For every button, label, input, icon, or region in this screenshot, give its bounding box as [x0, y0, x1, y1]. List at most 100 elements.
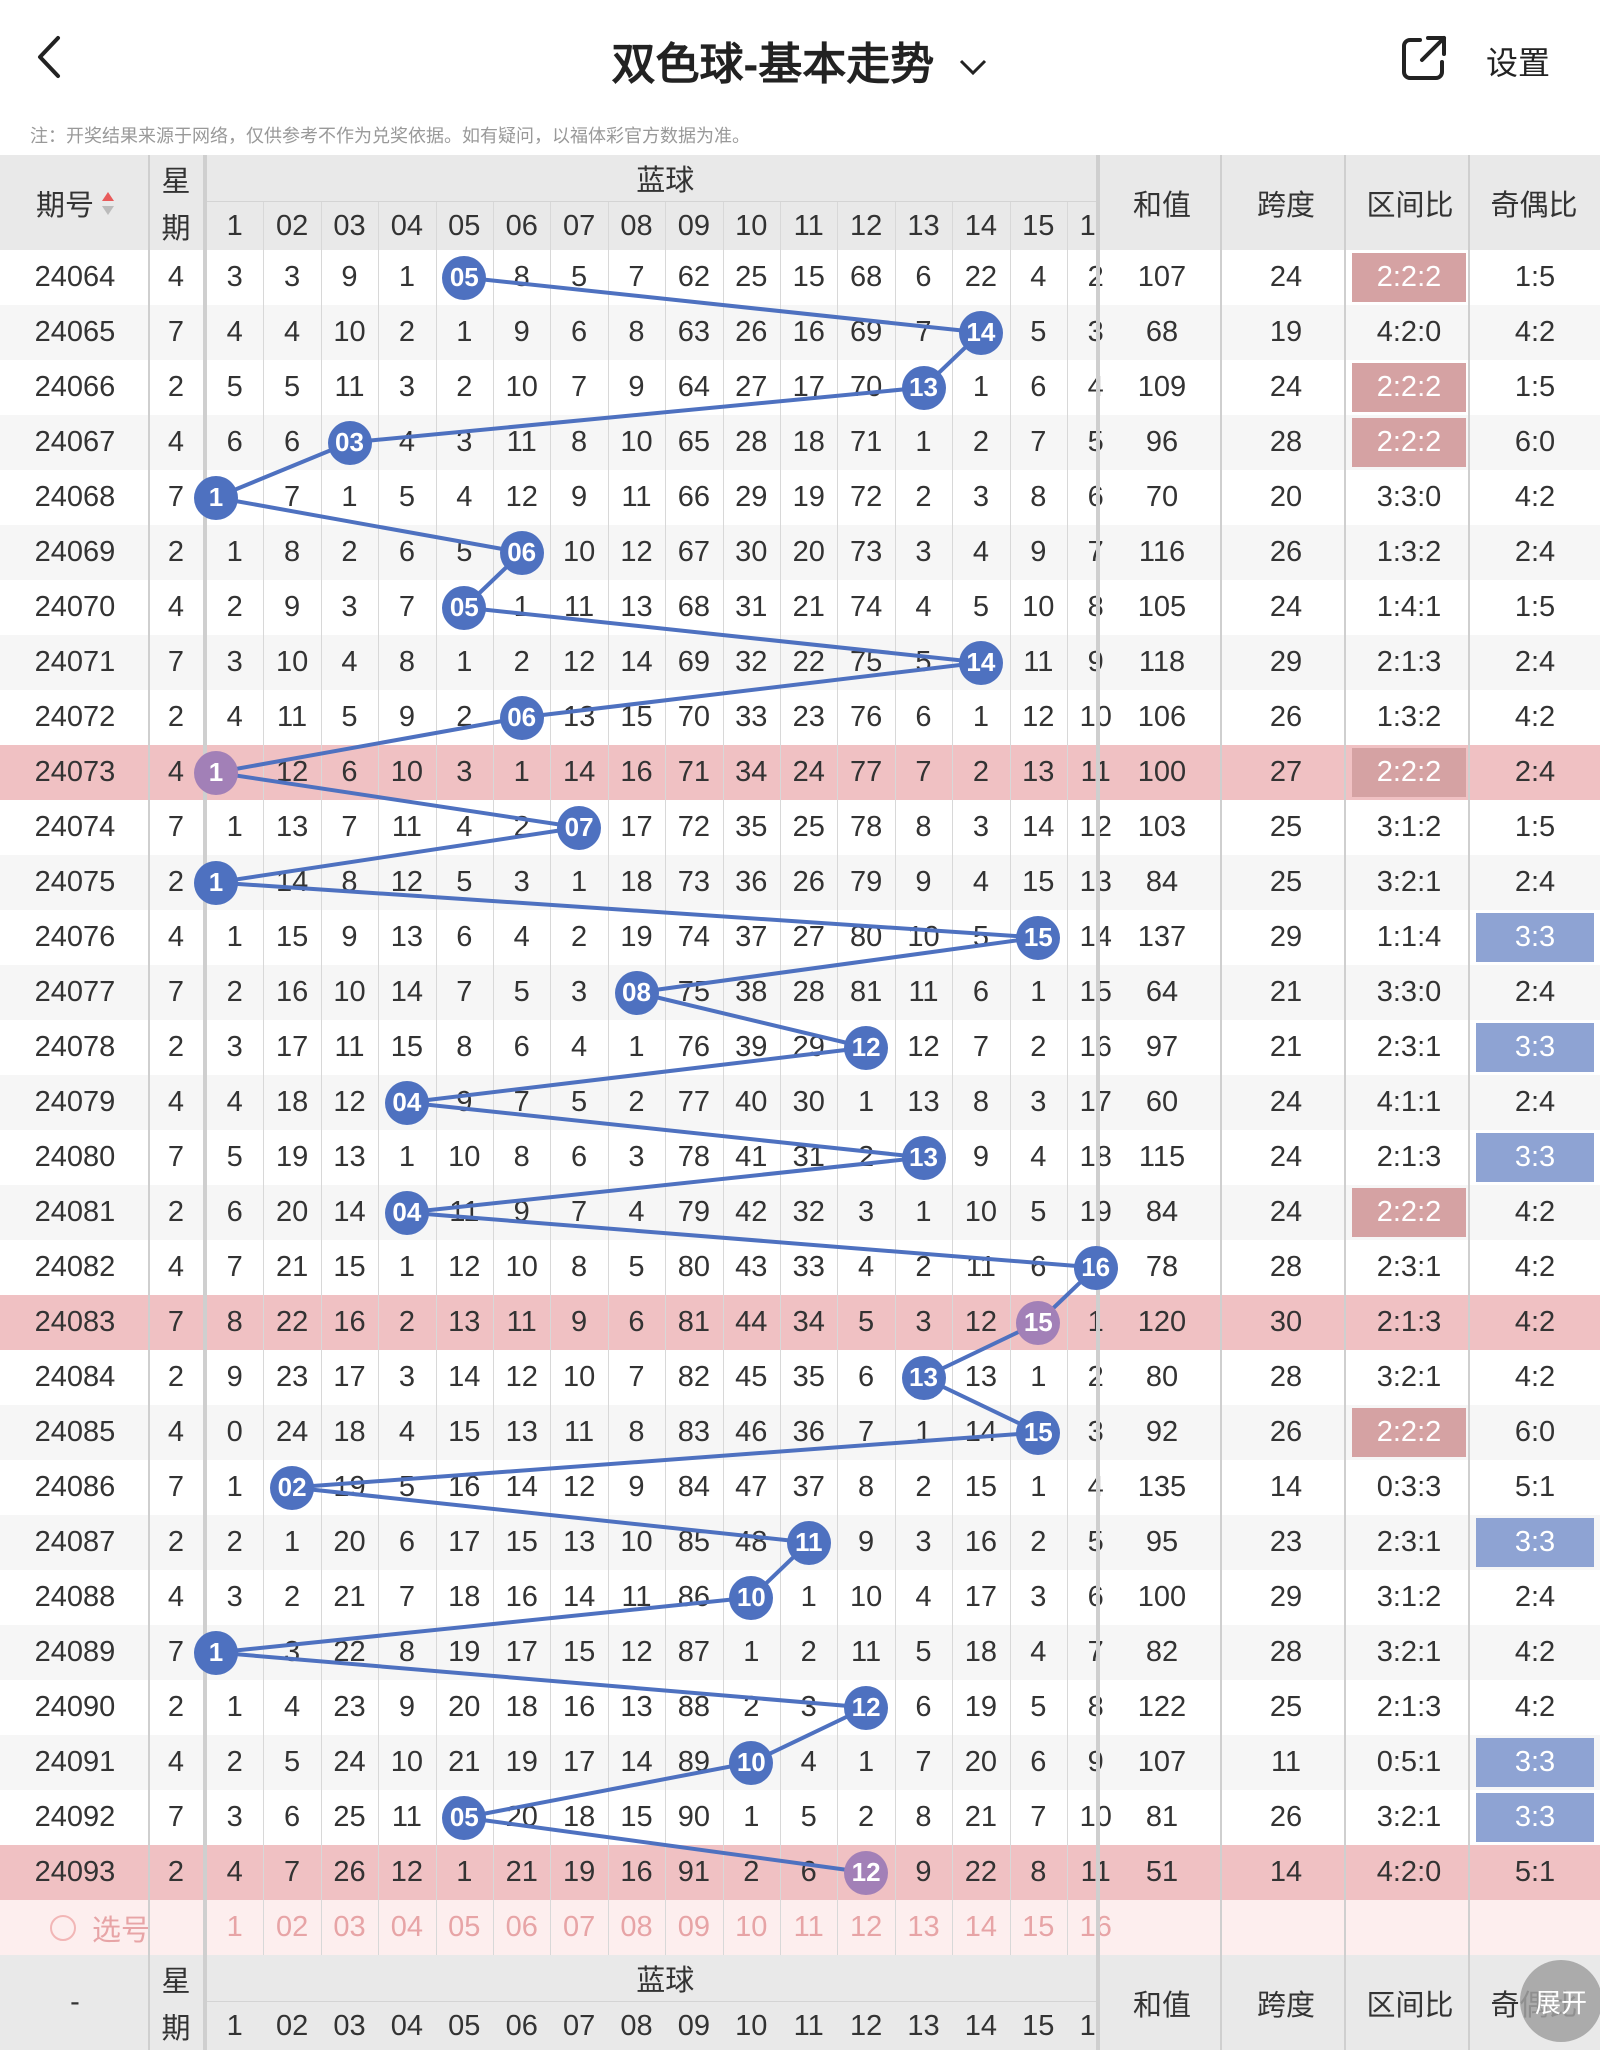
- number-column-divider: [722, 202, 724, 1955]
- blue-ball-omission-cell: 83: [677, 1416, 711, 1448]
- pick-blue-number[interactable]: 09: [677, 1911, 711, 1943]
- blue-ball-omission-cell: 69: [677, 646, 711, 678]
- sort-arrows-icon[interactable]: [102, 189, 114, 217]
- winning-blue-ball: 1: [194, 1630, 238, 1675]
- blue-ball-omission-cell: 11: [1023, 646, 1054, 678]
- blue-ball-omission-cell: 16: [505, 1581, 538, 1613]
- zone-ratio-cell: 3:1:2: [1376, 1581, 1442, 1613]
- page-title[interactable]: 双色球-基本走势: [0, 28, 1600, 92]
- blue-ball-omission-cell: 11: [621, 1581, 652, 1613]
- blue-ball-omission-cell: 21: [792, 591, 825, 623]
- zone-ratio-cell: 4:2:0: [1376, 1856, 1442, 1888]
- zone-ratio-cell: 1:1:4: [1376, 921, 1442, 953]
- zone-ratio-cell: 3:1:2: [1376, 811, 1442, 843]
- footer-blue-number-header: 09: [665, 2002, 723, 2050]
- blue-ball-omission-cell: 2: [743, 1691, 760, 1723]
- blue-ball-omission-cell: 2: [628, 1086, 645, 1118]
- blue-ball-omission-cell: 4: [226, 1086, 243, 1118]
- blue-ball-omission-cell: 16: [620, 1856, 653, 1888]
- weekday-separator: [203, 155, 207, 2050]
- number-column-divider: [320, 202, 322, 1955]
- pick-blue-number[interactable]: 1: [226, 1911, 243, 1943]
- blue-ball-omission-cell: 9: [1030, 536, 1047, 568]
- pick-blue-number[interactable]: 02: [275, 1911, 309, 1943]
- pick-blue-number[interactable]: 12: [849, 1911, 883, 1943]
- pick-blue-number[interactable]: 14: [964, 1911, 998, 1943]
- blue-ball-omission-cell: 31: [735, 591, 768, 623]
- period-cell: 24093: [34, 1856, 116, 1888]
- blue-ball-omission-cell: 20: [792, 536, 825, 568]
- footer-blue-number-header: 08: [607, 2002, 666, 2050]
- pick-blue-number[interactable]: 05: [448, 1911, 481, 1943]
- blue-ball-omission-cell: 19: [275, 1141, 309, 1173]
- blue-ball-omission-cell: 19: [505, 1746, 538, 1778]
- pick-blue-number[interactable]: 07: [562, 1911, 596, 1943]
- pick-blue-number[interactable]: 10: [735, 1911, 768, 1943]
- blue-ball-omission-cell: 1: [226, 811, 243, 843]
- winning-blue-ball: 14: [958, 640, 1003, 685]
- odd-even-ratio-cell: 4:2: [1514, 316, 1556, 348]
- period-header[interactable]: 期号: [0, 155, 150, 250]
- span-cell: 20: [1269, 481, 1303, 513]
- blue-ball-omission-cell: 7: [628, 1361, 645, 1393]
- pick-blue-number[interactable]: 13: [907, 1911, 940, 1943]
- pick-blue-number[interactable]: 11: [793, 1911, 824, 1943]
- blue-ball-omission-cell: 36: [792, 1416, 825, 1448]
- blue-ball-omission-cell: 14: [620, 1746, 653, 1778]
- share-icon[interactable]: [1400, 34, 1448, 82]
- span-cell: 28: [1269, 1251, 1303, 1283]
- zone-ratio-cell: 2:1:3: [1376, 646, 1442, 678]
- trend-table: 期号星期蓝球1020304050607080910111213141516和值跨…: [0, 155, 1600, 2068]
- blue-ball-omission-cell: 40: [735, 1086, 768, 1118]
- back-arrow-icon[interactable]: [30, 32, 70, 82]
- blue-ball-omission-cell: 14: [448, 1361, 481, 1393]
- pick-number-toggle[interactable]: 选号: [0, 1900, 200, 1955]
- blue-ball-omission-cell: 86: [677, 1581, 711, 1613]
- blue-ball-omission-cell: 5: [226, 1141, 243, 1173]
- blue-ball-omission-cell: 82: [677, 1361, 711, 1393]
- radio-circle-icon[interactable]: [49, 1914, 76, 1941]
- blue-ball-omission-cell: 28: [792, 976, 825, 1008]
- blue-ball-omission-cell: 18: [505, 1691, 538, 1723]
- odd-even-ratio-cell: 5:1: [1514, 1856, 1556, 1888]
- winning-blue-ball: 16: [1073, 1245, 1118, 1290]
- winning-blue-ball: 12: [844, 1025, 889, 1070]
- pick-blue-number[interactable]: 08: [620, 1911, 653, 1943]
- expand-button[interactable]: 展开: [1520, 1960, 1600, 2042]
- blue-ball-omission-cell: 15: [620, 1801, 653, 1833]
- footer-blue-number-header: 05: [435, 2002, 493, 2050]
- blue-ball-omission-cell: 2: [1030, 1031, 1047, 1063]
- period-cell: 24092: [34, 1801, 116, 1833]
- winning-blue-ball: 1: [194, 860, 238, 905]
- pick-blue-number[interactable]: 16: [1067, 1900, 1124, 1955]
- blue-ball-omission-cell: 32: [792, 1196, 825, 1228]
- weekday-cell: 4: [167, 1086, 185, 1118]
- blue-ball-omission-cell: 1: [284, 1526, 301, 1558]
- weekday-cell: 4: [167, 591, 185, 623]
- pick-blue-number[interactable]: 03: [333, 1911, 366, 1943]
- blue-ball-omission-cell: 76: [677, 1031, 711, 1063]
- period-cell: 24073: [34, 756, 116, 788]
- period-cell: 24075: [34, 866, 116, 898]
- blue-ball-omission-cell: 14: [964, 1416, 998, 1448]
- number-column-divider: [1067, 202, 1068, 1955]
- blue-ball-omission-cell: 15: [505, 1526, 538, 1558]
- blue-number-header: 1: [206, 202, 264, 250]
- blue-ball-omission-cell: 45: [735, 1361, 768, 1393]
- pick-blue-number[interactable]: 15: [1022, 1911, 1055, 1943]
- blue-ball-omission-cell: 7: [571, 1196, 588, 1228]
- settings-button[interactable]: 设置: [1486, 45, 1551, 81]
- blue-ball-omission-cell: 2: [513, 646, 530, 678]
- blue-ball-omission-cell: 8: [571, 1251, 588, 1283]
- period-cell: 24069: [34, 536, 116, 568]
- odd-even-ratio-cell: 4:2: [1514, 701, 1556, 733]
- pick-blue-number[interactable]: 04: [390, 1911, 424, 1943]
- blue-ball-omission-cell: 12: [907, 1031, 940, 1063]
- blue-ball-omission-cell: 28: [735, 426, 768, 458]
- blue-ball-omission-cell: 4: [858, 1251, 875, 1283]
- pick-blue-number[interactable]: 06: [505, 1911, 538, 1943]
- winning-blue-ball: 13: [901, 1135, 946, 1180]
- period-cell: 24071: [34, 646, 116, 678]
- span-cell: 24: [1269, 1196, 1303, 1228]
- blue-ball-omission-cell: 6: [571, 1141, 588, 1173]
